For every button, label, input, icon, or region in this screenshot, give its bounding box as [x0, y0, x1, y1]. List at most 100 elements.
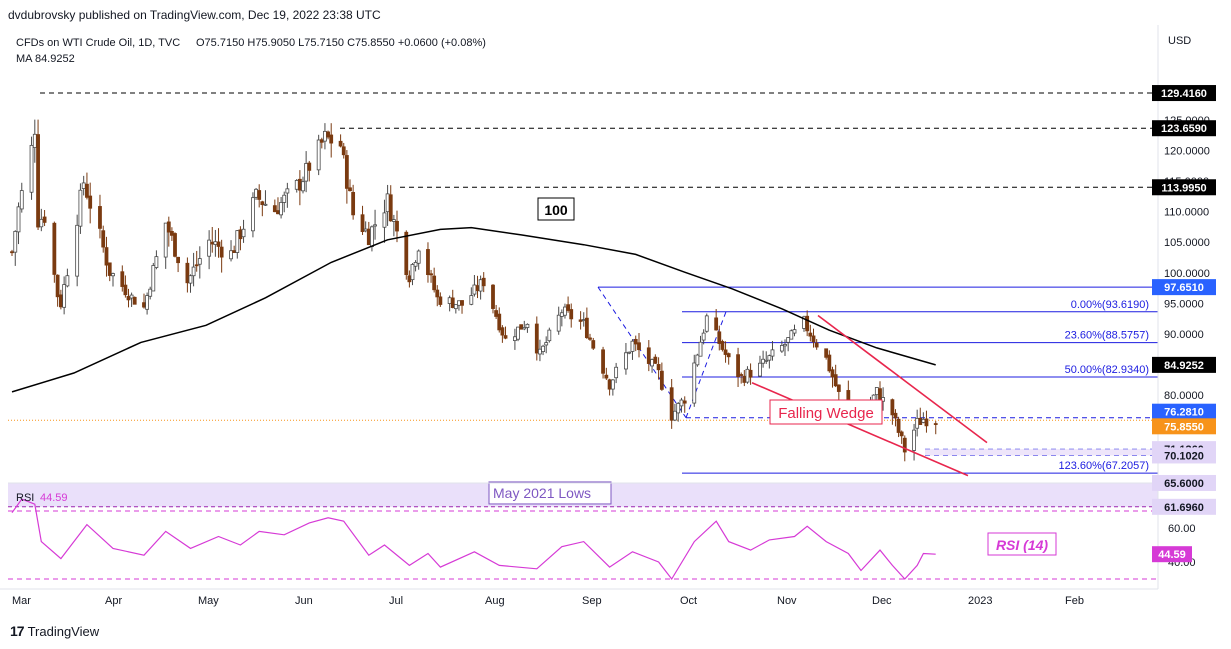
candle-body — [588, 337, 592, 340]
candle-body — [714, 317, 719, 331]
candle — [42, 210, 47, 227]
footer-brand[interactable]: 17 TradingView — [10, 623, 99, 639]
price-axis-label: 65.6000 — [1152, 474, 1216, 491]
candle-body — [676, 403, 681, 414]
candle-body — [216, 241, 221, 247]
candle-body — [679, 399, 684, 407]
candle — [307, 160, 312, 182]
candle — [811, 328, 816, 348]
fib-level-label: 0.00%(93.6190) — [1071, 299, 1149, 311]
candle-body — [55, 274, 60, 298]
candle — [513, 328, 517, 350]
candle — [58, 289, 63, 310]
candle — [450, 289, 455, 309]
candle-body — [185, 262, 190, 284]
candle-body — [610, 379, 615, 390]
candle — [65, 268, 70, 288]
candle-body — [472, 284, 477, 295]
candle-body — [81, 182, 86, 189]
candle-body — [238, 229, 243, 240]
candle — [704, 313, 709, 333]
price-label-text: 70.1020 — [1164, 450, 1204, 462]
candle — [878, 381, 882, 403]
price-label-bg — [1152, 120, 1216, 137]
candle — [329, 123, 334, 158]
candle-body — [294, 180, 299, 190]
candle — [578, 311, 583, 330]
candle — [341, 142, 346, 159]
candle — [151, 262, 156, 292]
candle-body — [569, 309, 574, 320]
footer-brand-label: TradingView — [27, 623, 100, 639]
candle-body — [323, 130, 327, 142]
candle — [827, 350, 832, 373]
fib-level-label: 23.60%(88.5757) — [1065, 330, 1149, 342]
candle — [673, 403, 677, 422]
candle — [351, 184, 356, 220]
price-label-text: 97.6510 — [1164, 282, 1204, 294]
wedge-label-text: Falling Wedge — [778, 405, 874, 422]
candle — [591, 337, 596, 350]
candle — [373, 209, 377, 240]
tradingview-logo-icon: 17 — [10, 623, 25, 639]
price-axis-label: 61.6960 — [1152, 498, 1216, 515]
candle-body — [563, 306, 567, 316]
rsi-axis-label: 44.59 — [1152, 546, 1192, 563]
candle-body — [758, 362, 762, 377]
candle — [824, 348, 829, 360]
wedge-layer: Falling Wedge — [751, 314, 988, 477]
zone-label-bg — [488, 481, 612, 505]
candle-body — [736, 354, 740, 378]
candle — [111, 272, 115, 287]
candle-body — [260, 201, 265, 205]
candle — [435, 285, 440, 307]
candle — [497, 307, 502, 333]
candle-body — [407, 275, 412, 283]
candle — [525, 323, 530, 333]
candle-body — [169, 231, 174, 236]
candle-body — [633, 338, 638, 345]
candle-body — [497, 313, 502, 331]
candle-body — [257, 190, 262, 200]
candle-body — [830, 369, 835, 378]
candle-body — [344, 155, 349, 189]
candle — [650, 358, 654, 373]
candle — [767, 354, 772, 369]
candle-body — [874, 387, 879, 396]
candle — [836, 384, 841, 402]
candle-body — [232, 250, 237, 253]
candle-body — [432, 275, 437, 291]
candle-body — [779, 345, 784, 352]
candle — [783, 339, 787, 357]
x-tick-label: Mar — [12, 595, 31, 607]
candle — [382, 199, 387, 243]
chart-area[interactable]: May 2021 Lows 0.00%(93.6190) 23.60%(88.57… — [0, 25, 1231, 615]
candle-body — [78, 189, 83, 227]
candle — [385, 184, 390, 226]
axis-layer: USD125.0000120.0000115.0000110.0000105.0… — [0, 25, 1210, 607]
candle-body — [36, 134, 40, 228]
candle-body — [453, 303, 458, 310]
candle-body — [360, 214, 365, 233]
candle — [294, 179, 299, 193]
candle — [145, 292, 150, 315]
candle — [457, 300, 461, 311]
candle — [881, 387, 885, 411]
price-chart[interactable]: May 2021 Lows 0.00%(93.6190) 23.60%(88.57… — [0, 25, 1231, 615]
candle-body — [173, 233, 177, 257]
candle — [360, 205, 365, 235]
candle-body — [933, 423, 938, 425]
candle-body — [142, 302, 146, 308]
candle — [388, 185, 393, 222]
candle — [633, 335, 638, 352]
legend-rsi-value: 44.59 — [40, 492, 68, 504]
candle — [695, 353, 700, 367]
candle — [426, 242, 430, 283]
price-label-bg — [1152, 474, 1216, 491]
price-axis-label: 123.6590 — [1152, 120, 1216, 137]
candle — [438, 292, 443, 307]
candle-body — [912, 429, 916, 451]
candle-body — [104, 247, 109, 266]
candle-body — [726, 353, 731, 358]
candle-body — [789, 330, 794, 340]
